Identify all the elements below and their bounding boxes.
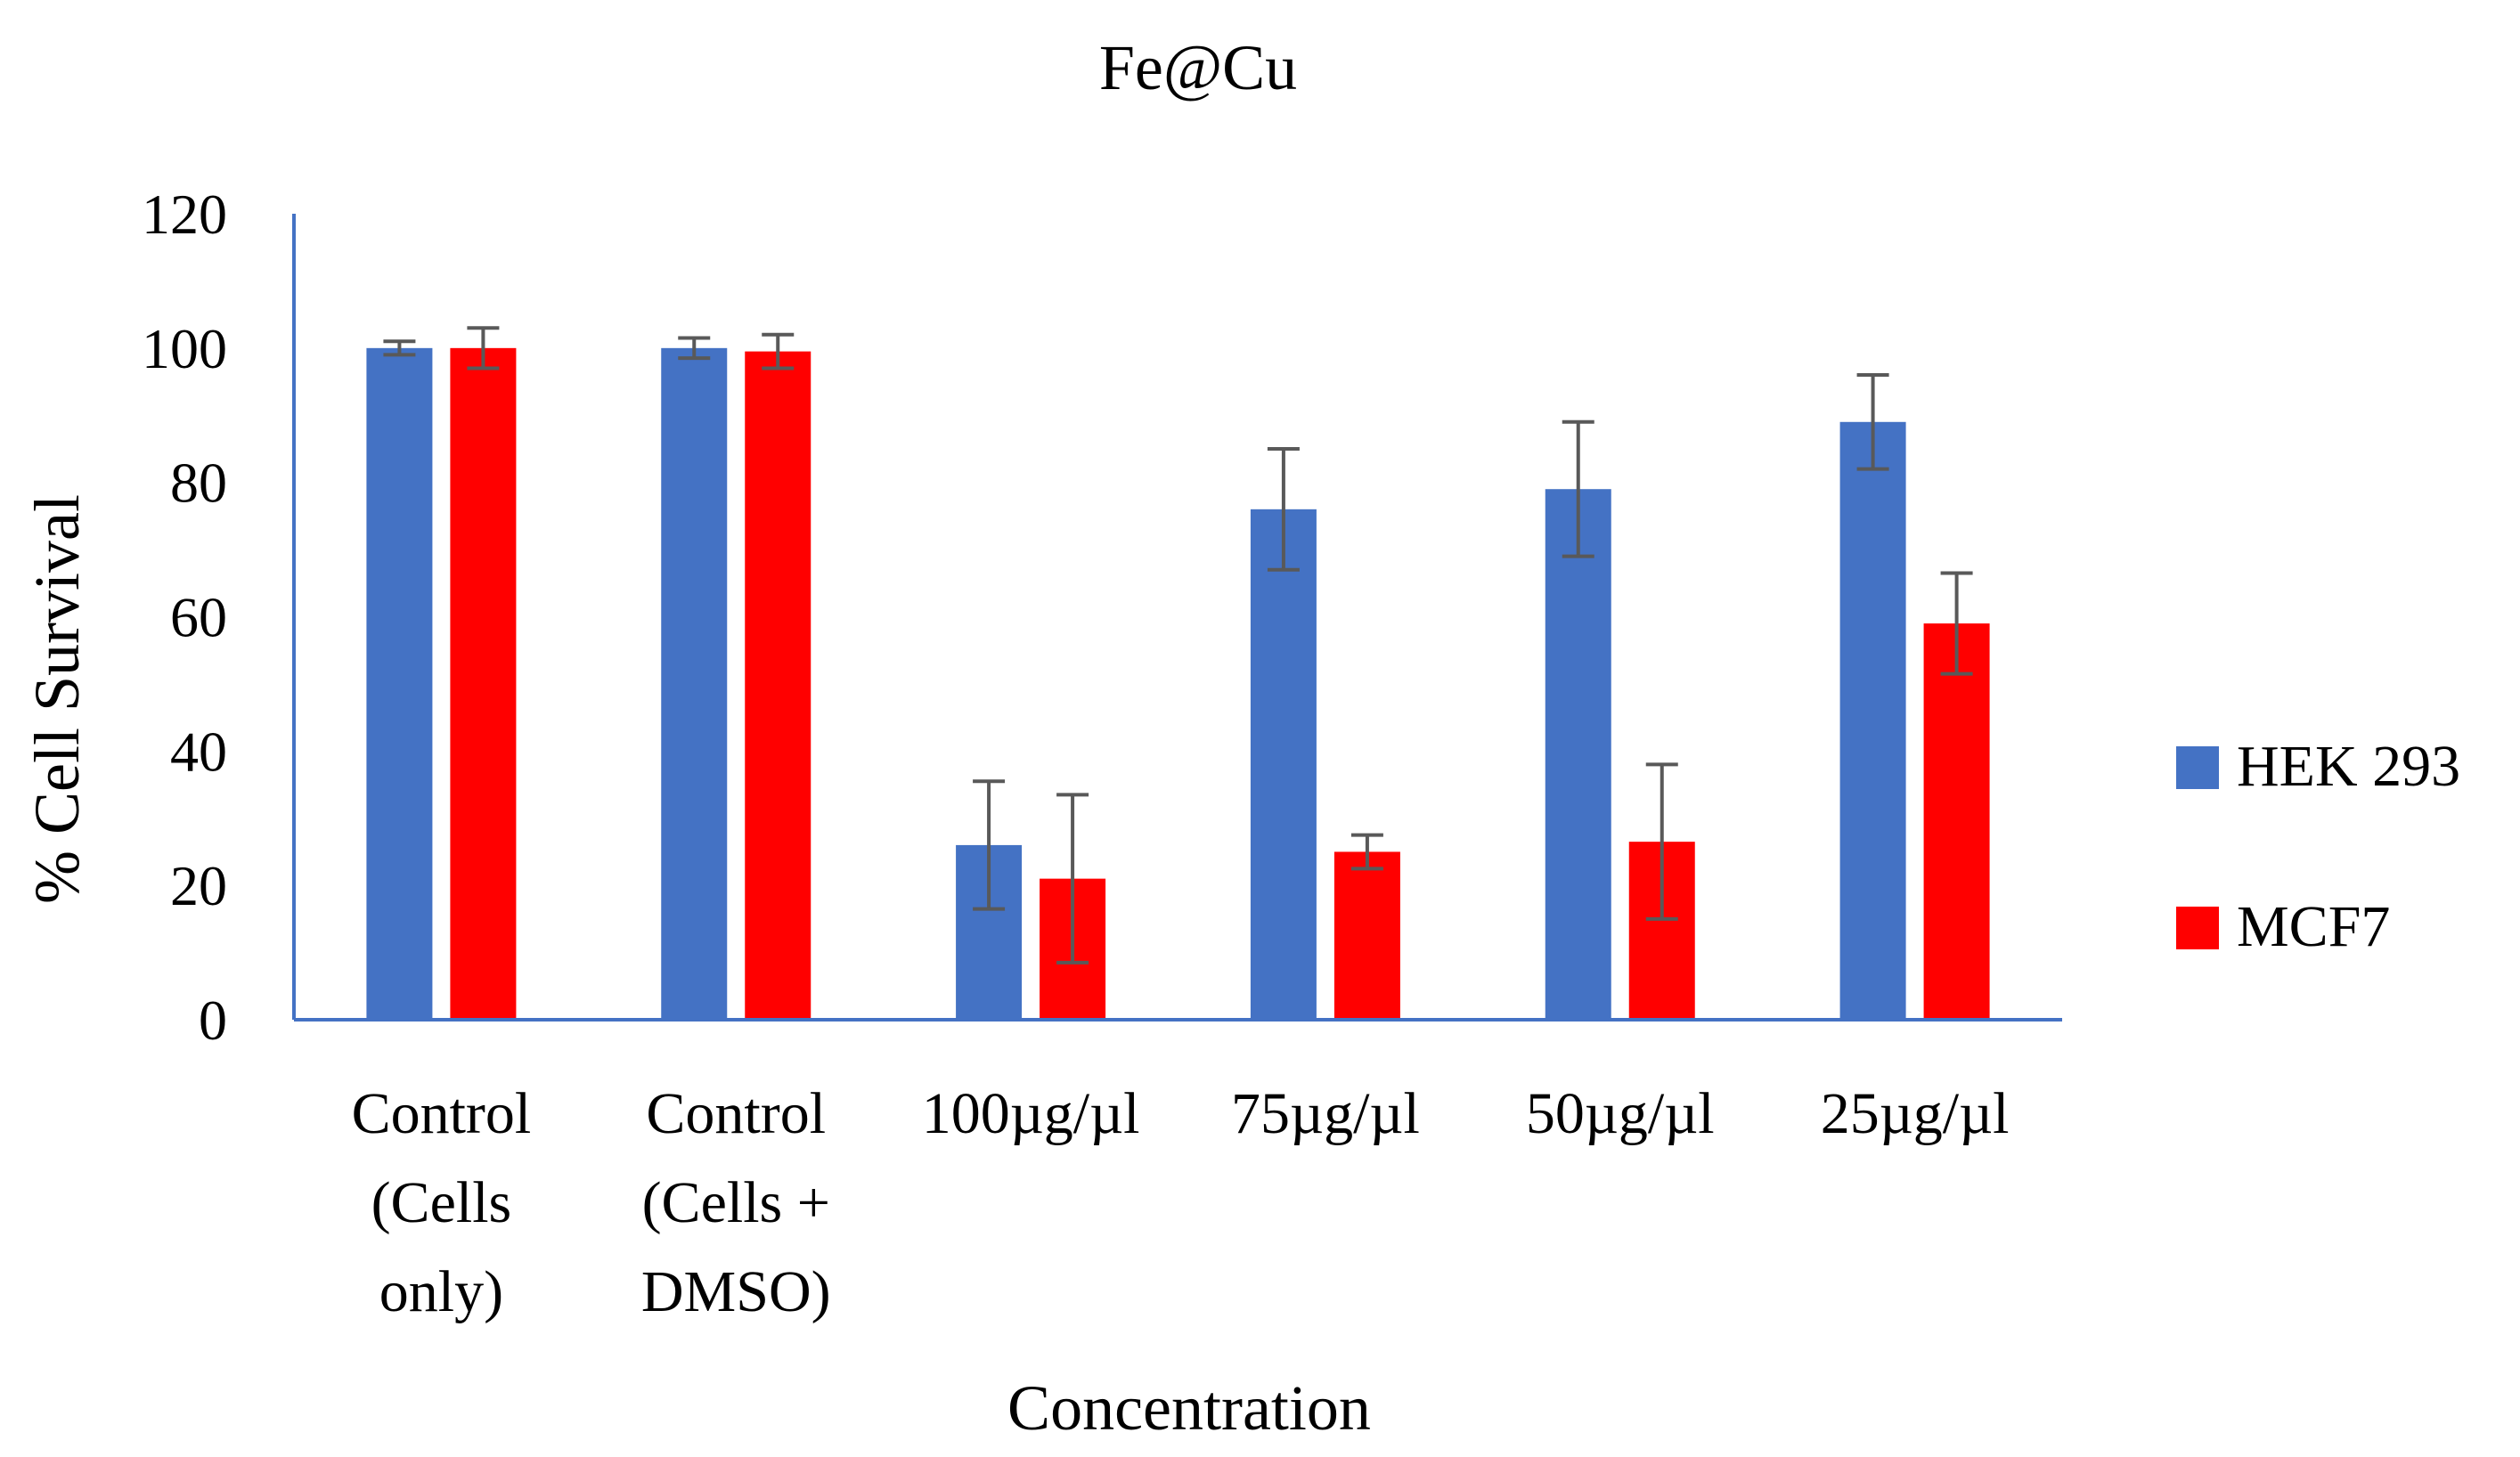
error-bar: [1056, 793, 1089, 965]
bar-mcf7: [1923, 623, 1990, 1020]
legend-label: HEK 293: [2237, 734, 2460, 799]
error-bar: [383, 339, 416, 357]
legend: HEK 293 MCF7: [2176, 734, 2460, 959]
error-bar: [1267, 446, 1300, 572]
y-tick-label: 0: [199, 989, 227, 1052]
x-category-label: 25µg/µl: [1821, 1081, 2010, 1146]
y-tick-label: 120: [142, 183, 227, 246]
error-bar: [1940, 571, 1973, 676]
error-bar: [762, 332, 795, 370]
error-bar: [1645, 762, 1678, 921]
error-bar: [1350, 833, 1383, 871]
x-category-label-line: 100µg/µl: [922, 1081, 1140, 1146]
y-axis-title: % Cell Survival: [21, 494, 93, 904]
error-bar: [467, 326, 500, 370]
x-category-label-line: (Cells +: [642, 1170, 830, 1235]
x-category-label-line: 25µg/µl: [1821, 1081, 2010, 1146]
bar-hek-293: [1839, 421, 1906, 1021]
error-bar: [1562, 419, 1594, 558]
y-tick-label: 20: [170, 854, 227, 917]
y-tick-label: 100: [142, 317, 227, 380]
bar-mcf7: [450, 347, 517, 1020]
x-axis-title: Concentration: [1007, 1372, 1371, 1444]
y-tick-label: 60: [170, 586, 227, 649]
x-category-label-line: Control: [646, 1081, 826, 1146]
y-tick-label: 40: [170, 720, 227, 783]
x-category-label-line: Control: [352, 1081, 532, 1146]
x-category-label: Control (Cells only): [352, 1081, 532, 1324]
error-bar: [678, 336, 711, 361]
bar-hek-293: [1545, 489, 1611, 1020]
bar-mcf7: [1333, 851, 1400, 1020]
legend-label: MCF7: [2237, 894, 2390, 959]
x-category-label-line: 75µg/µl: [1231, 1081, 1420, 1146]
x-category-label-line: 50µg/µl: [1526, 1081, 1715, 1146]
x-category-label-line: (Cells: [371, 1170, 512, 1235]
error-bar: [973, 779, 1006, 911]
x-category-label-line: DMSO): [641, 1259, 831, 1324]
error-bar: [1856, 373, 1889, 471]
bar-mcf7: [745, 351, 811, 1021]
y-tick-label: 80: [170, 452, 227, 515]
x-category-label: 100µg/µl: [922, 1081, 1140, 1146]
chart-title: Fe@Cu: [1099, 32, 1297, 103]
x-category-label: 75µg/µl: [1231, 1081, 1420, 1146]
legend-swatch-mcf7: [2176, 907, 2219, 949]
x-category-label-line: only): [379, 1259, 503, 1324]
x-category-label: 50µg/µl: [1526, 1081, 1715, 1146]
legend-swatch-hek-293: [2176, 746, 2219, 789]
x-category-label: Control (Cells + DMSO): [641, 1081, 831, 1324]
bar-hek-293: [1250, 509, 1317, 1020]
bar-hek-293: [661, 347, 728, 1020]
bar-hek-293: [366, 347, 433, 1020]
